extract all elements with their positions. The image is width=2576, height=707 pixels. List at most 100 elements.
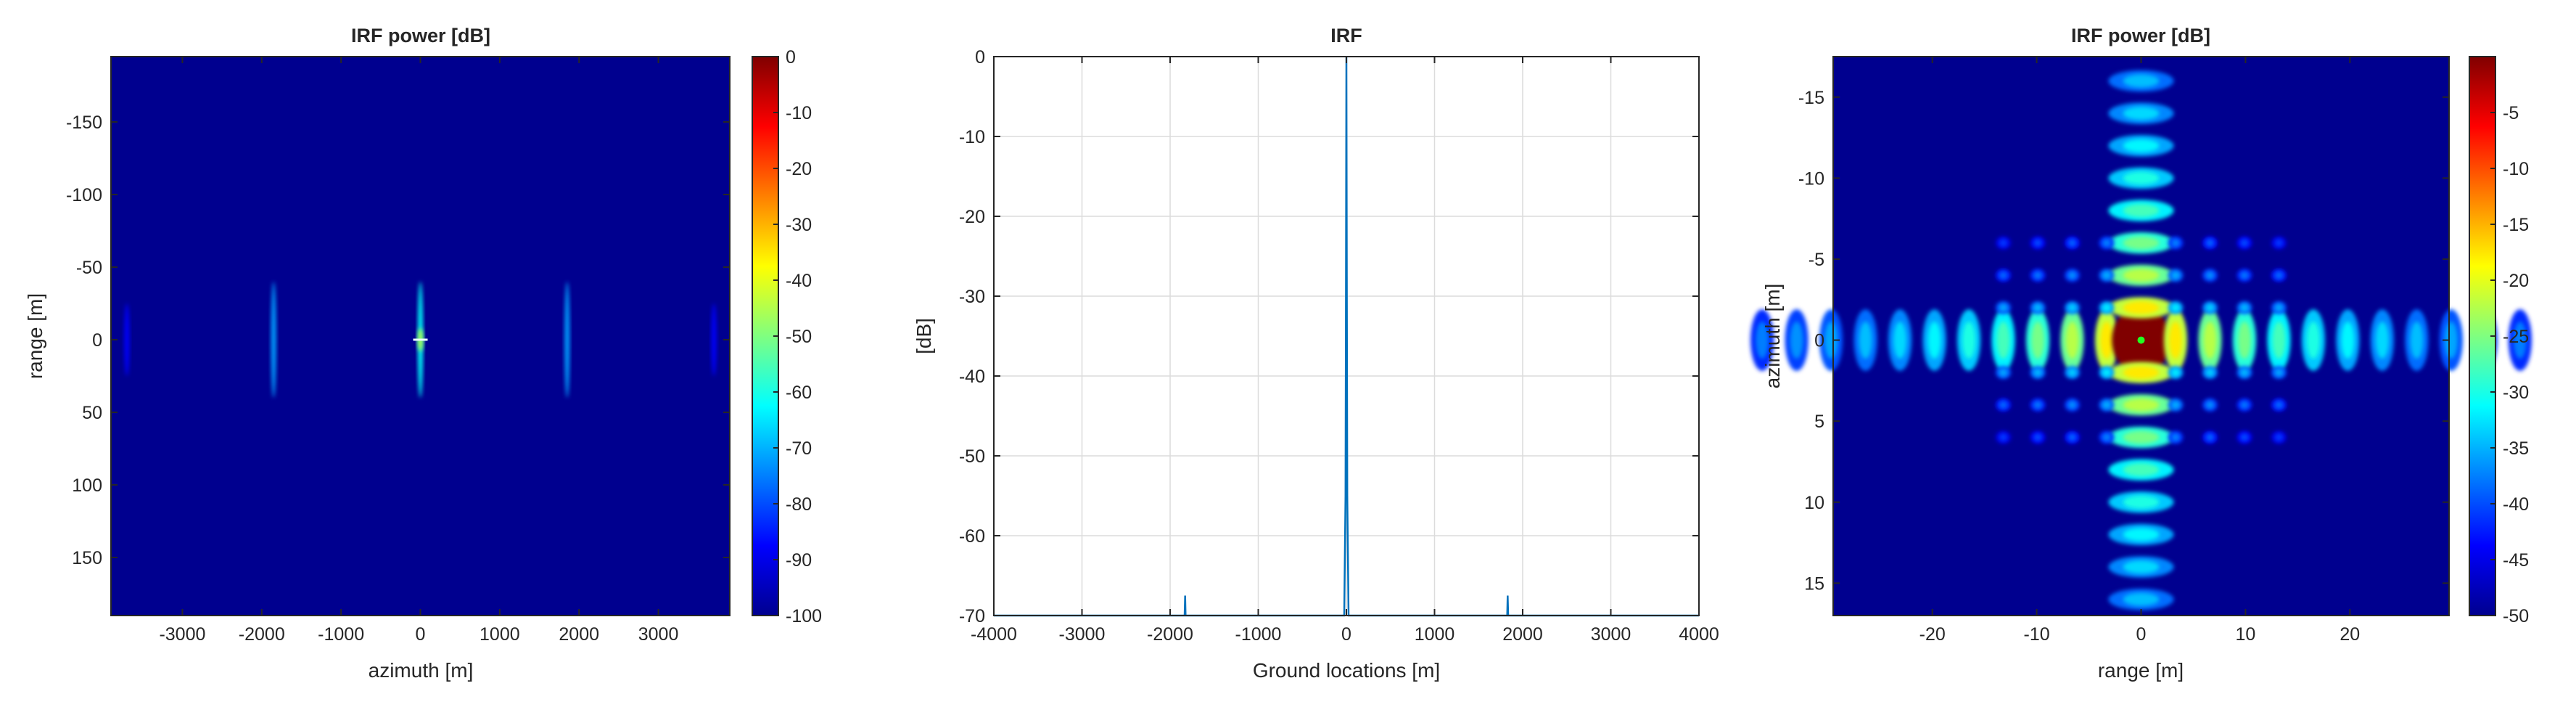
chart-3-sidelobe-core	[2067, 239, 2077, 248]
chart-2-irf-line: IRF -4000 -3000 -2000 -1000 0 1000 2000 3000 400…	[913, 25, 1719, 682]
chart-3-sidelobe-core	[2123, 463, 2160, 476]
chart-3-sidelobe-core	[2376, 322, 2389, 359]
chart-1-cbtick-label: -20	[786, 159, 812, 179]
chart-3-sidelobe-core	[2240, 303, 2249, 312]
chart-2-ytick-label: -70	[959, 606, 985, 626]
chart-1-cbtick-label: -100	[786, 606, 822, 626]
chart-1-y-label: range [m]	[24, 293, 46, 379]
chart-3-sidelobe-core	[1999, 401, 2008, 409]
chart-3-sidelobe-core	[1962, 322, 1975, 359]
chart-1-feature	[124, 303, 130, 376]
chart-3-x-ticks: -20 -10 0 10 20	[1919, 57, 2360, 645]
chart-3-sidelobe-core	[2274, 271, 2284, 279]
chart-3-ytick-label: -15	[1798, 88, 1824, 108]
chart-1-ytick-label: -50	[76, 258, 102, 278]
chart-3-ytick-label: 5	[1814, 412, 1824, 432]
chart-3-sidelobe-core	[2272, 322, 2286, 359]
chart-3-cbtick-label: -5	[2503, 103, 2519, 123]
chart-3-sidelobe-core	[2274, 239, 2284, 248]
chart-3-sidelobe-core	[2444, 322, 2458, 359]
chart-3-sidelobe-core	[2205, 303, 2215, 312]
chart-3-y-label: azimuth [m]	[1761, 284, 1784, 389]
chart-3-sidelobe-core	[2123, 560, 2160, 573]
chart-3-sidelobe-core	[2123, 204, 2160, 217]
chart-2-xtick-label: 1000	[1415, 624, 1455, 645]
chart-3-sidelobe-core	[2067, 368, 2077, 377]
chart-3-sidelobe-core	[1756, 322, 1769, 359]
chart-1-xtick-label: -1000	[318, 624, 364, 645]
chart-2-xtick-label: 2000	[1502, 624, 1543, 645]
chart-1-xtick-label: 2000	[559, 624, 599, 645]
chart-3-sidelobe-core	[2123, 139, 2160, 152]
chart-1-cbtick-label: -70	[786, 438, 812, 459]
chart-3-sidelobe-core	[1999, 271, 2008, 279]
chart-3-sidelobe-core	[2033, 401, 2042, 409]
chart-3-sidelobe-core	[2067, 401, 2077, 409]
chart-3-sidelobe-core	[1893, 322, 1906, 359]
chart-3-sidelobe-core	[2171, 271, 2180, 279]
chart-3-sidelobe-core	[2102, 401, 2111, 409]
chart-2-x-ticks: -4000 -3000 -2000 -1000 0 1000 2000 3000 4000	[971, 57, 1719, 645]
chart-2-ytick-label: 0	[975, 47, 985, 68]
chart-3-sidelobe-core	[2307, 322, 2320, 359]
chart-2-ytick-label: -10	[959, 127, 985, 147]
chart-3-sidelobe-core	[2205, 433, 2215, 441]
chart-3-ytick-label: 15	[1804, 573, 1824, 594]
chart-3-sidelobe-core	[2240, 401, 2249, 409]
chart-3-sidelobe-core	[2123, 528, 2160, 542]
chart-3-sidelobe-core	[1999, 433, 2008, 441]
chart-2-ytick-label: -40	[959, 367, 985, 387]
chart-3-sidelobe-core	[2513, 322, 2527, 359]
chart-2-y-ticks: 0 -10 -20 -30 -40 -50 -60 -70	[959, 47, 1699, 626]
chart-3-sidelobe-core	[1996, 322, 2010, 359]
chart-2-xtick-label: 0	[1341, 624, 1351, 645]
chart-3-sidelobe-core	[1927, 322, 1941, 359]
chart-1-cbtick-label: -60	[786, 383, 812, 403]
chart-3-sidelobe-core	[1790, 322, 1803, 359]
chart-1-xtick-label: 0	[416, 624, 426, 645]
chart-1-azimuth-range-heatmap: IRF power [dB] -3000 -2000 -1000 0 1000 2000 3…	[24, 25, 822, 682]
chart-3-sidelobe-core	[2274, 433, 2284, 441]
chart-3-ytick-label: 0	[1814, 331, 1824, 351]
chart-1-xtick-label: 1000	[480, 624, 520, 645]
chart-1-cbtick-label: -50	[786, 327, 812, 347]
chart-3-sidelobe-core	[2274, 303, 2284, 312]
chart-1-xtick-label: -2000	[239, 624, 285, 645]
chart-2-xtick-label: -3000	[1059, 624, 1106, 645]
chart-3-sidelobe-core	[2171, 401, 2180, 409]
chart-3-sidelobe-core	[2123, 366, 2160, 380]
chart-3-sidelobe-core	[2274, 368, 2284, 377]
chart-1-ytick-label: 50	[82, 403, 102, 423]
chart-2-ytick-label: -60	[959, 526, 985, 547]
chart-3-sidelobe-core	[1999, 303, 2008, 312]
chart-3-sidelobe-core	[2100, 322, 2113, 359]
chart-3-peak-marker	[2137, 336, 2145, 344]
chart-3-sidelobe-core	[1824, 322, 1838, 359]
chart-3-sidelobe-core	[2102, 271, 2111, 279]
chart-1-ytick-label: 100	[72, 475, 102, 496]
chart-2-title: IRF	[1330, 25, 1362, 46]
chart-2-xtick-label: 4000	[1679, 624, 1719, 645]
chart-1-y-ticks: -150 -100 -50 0 50 100 150	[66, 113, 730, 568]
chart-2-ytick-label: -50	[959, 446, 985, 467]
chart-3-sidelobe-core	[2240, 271, 2249, 279]
chart-3-sidelobe-core	[2065, 322, 2079, 359]
chart-1-xtick-label: 3000	[638, 624, 679, 645]
chart-3-sidelobe-core	[2123, 430, 2160, 444]
chart-3-sidelobe-core	[2123, 399, 2160, 412]
chart-3-sidelobe-core	[2205, 401, 2215, 409]
chart-3-cbtick-label: -40	[2503, 494, 2529, 515]
chart-3-sidelobe-core	[2031, 322, 2044, 359]
chart-3-sidelobe-core	[2205, 239, 2215, 248]
chart-3-ytick-label: -10	[1798, 168, 1824, 189]
chart-1-x-ticks: -3000 -2000 -1000 0 1000 2000 3000	[159, 57, 678, 645]
chart-3-cbtick-label: -35	[2503, 438, 2529, 459]
chart-2-x-label: Ground locations [m]	[1253, 659, 1440, 682]
chart-3-sidelobe-core	[2033, 368, 2042, 377]
chart-1-x-label: azimuth [m]	[369, 659, 474, 682]
chart-3-sidelobe-core	[2203, 322, 2217, 359]
chart-3-sidelobe-core	[2102, 303, 2111, 312]
chart-3-sidelobe-core	[2205, 368, 2215, 377]
chart-3-sidelobe-core	[2102, 239, 2111, 248]
chart-1-cbtick-label: -40	[786, 271, 812, 291]
